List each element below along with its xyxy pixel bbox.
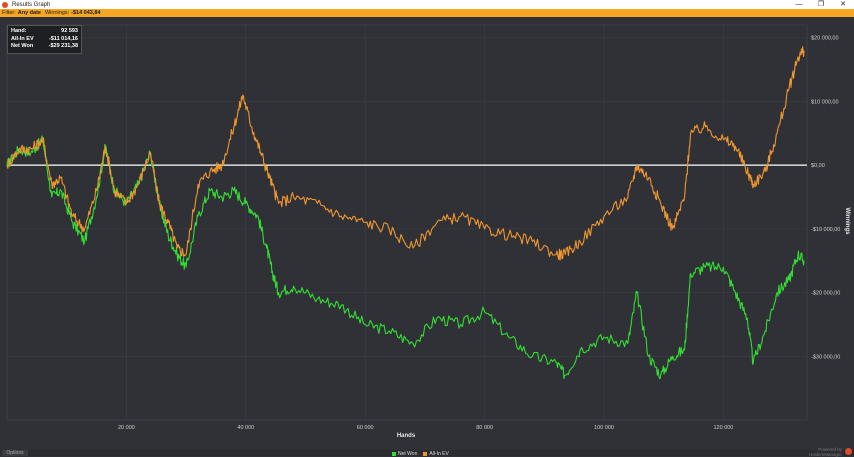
legend-item-net-won: Net Won — [392, 451, 417, 457]
y-tick-label: -$30 000,00 — [811, 354, 840, 360]
x-tick-label: 40 000 — [237, 425, 254, 431]
powered-by: Powered by HoldemManager — [809, 447, 842, 457]
chart-legend: Net Won All-In EV — [392, 451, 449, 457]
app-logo-icon — [2, 1, 8, 8]
filter-label: Filter: — [2, 10, 16, 16]
winnings-value: -$14 043,84 — [71, 10, 101, 16]
filter-bar[interactable]: Filter: Any date Winnings: -$14 043,84 — [0, 9, 854, 17]
filter-value[interactable]: Any date — [17, 10, 41, 16]
winnings-label: Winnings: — [44, 10, 70, 16]
brand-text: HoldemManager — [808, 452, 842, 457]
x-tick-label: 60 000 — [357, 425, 374, 431]
y-tick-label: $20 000,00 — [811, 36, 839, 42]
y-tick-label: -$10 000,00 — [811, 227, 840, 233]
window-controls: — ❐ ✕ — [788, 0, 854, 9]
tooltip-row-allin-ev: All-In EV -$11 014,16 — [11, 35, 78, 42]
window-titlebar: Results Graph — ❐ ✕ — [0, 0, 854, 9]
hand-tooltip: Hand: 92 593 All-In EV -$11 014,16 Net Won… — [7, 25, 82, 54]
legend-item-allin-ev: All-In EV — [423, 451, 449, 457]
x-tick-label: 100 000 — [594, 425, 614, 431]
plot-area: 20 000 40 000 60 000 80 000 100 000 120 000 $2… — [0, 17, 854, 456]
chart-ticks: 20 000 40 000 60 000 80 000 100 000 120 000 $2… — [118, 36, 840, 431]
x-axis-label: Hands — [397, 433, 416, 439]
x-tick-label: 80 000 — [476, 425, 493, 431]
y-tick-label: -$20 000,00 — [811, 291, 840, 297]
chart-grid — [6, 24, 808, 421]
close-icon[interactable]: ✕ — [840, 1, 846, 8]
y-axis-label: Winnings — [844, 208, 850, 236]
x-tick-label: 20 000 — [118, 425, 135, 431]
tooltip-row-net-won: Net Won -$29 231,38 — [11, 43, 78, 49]
options-button[interactable]: Options — [2, 450, 28, 456]
tooltip-row-hand: Hand: 92 593 — [11, 28, 78, 34]
chart-series — [6, 46, 805, 380]
series-line-all-in-ev — [6, 46, 805, 261]
plot-frame — [6, 24, 808, 421]
powered-by-text: Powered by — [818, 447, 842, 452]
y-tick-label: $0,00 — [811, 163, 825, 169]
y-tick-label: $10 000,00 — [811, 99, 839, 105]
minimize-icon[interactable]: — — [795, 1, 803, 8]
x-tick-label: 120 000 — [713, 425, 733, 431]
results-chart[interactable]: 20 000 40 000 60 000 80 000 100 000 120 000 $2… — [0, 17, 854, 456]
window-title: Results Graph — [12, 1, 51, 8]
maximize-icon[interactable]: ❐ — [817, 1, 825, 8]
brand-logo-icon — [845, 448, 852, 455]
